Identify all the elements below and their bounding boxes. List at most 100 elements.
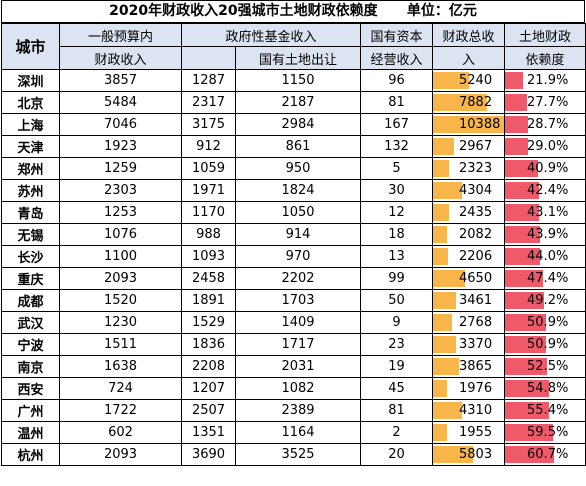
total-value: 3461 (459, 293, 493, 308)
total-value: 2206 (459, 249, 493, 264)
total-bar (433, 204, 450, 221)
cell-land-sale: 1409 (234, 311, 362, 334)
cell-gov-fund: 1059 (181, 157, 236, 180)
cell-gov-fund: 1170 (181, 201, 236, 224)
cell-gov-fund: 1207 (181, 377, 236, 400)
cell-dependency: 42.4% (504, 179, 586, 202)
cell-dependency: 49.2% (504, 289, 586, 312)
cell-total: 2323 (432, 157, 506, 180)
cell-city: 北京 (1, 91, 60, 114)
cell-soe: 81 (360, 91, 434, 114)
cell-general-budget: 1259 (59, 157, 182, 180)
table-row: 青岛 1253 1170 1050 12 2435 43.1% (1, 201, 586, 224)
dependency-bar (505, 314, 546, 331)
dependency-value: 55.4% (527, 403, 569, 418)
cell-land-sale: 2389 (234, 399, 362, 422)
total-value: 5803 (459, 447, 493, 462)
cell-soe: 2 (360, 421, 434, 444)
cell-gov-fund: 1836 (181, 333, 236, 356)
cell-dependency: 52.5% (504, 355, 586, 378)
dependency-bar (505, 248, 541, 265)
cell-city: 西安 (1, 377, 60, 400)
header-dependency-line1: 土地财政 (504, 23, 586, 47)
dependency-value: 59.5% (527, 425, 569, 440)
total-bar (433, 402, 463, 419)
header-land-sale: 国有土地出让 (234, 46, 362, 70)
cell-total: 4304 (432, 179, 506, 202)
cell-soe: 13 (360, 245, 434, 268)
cell-general-budget: 1100 (59, 245, 182, 268)
sheet-title: 2020年财政收入20强城市土地财政依赖度 单位：亿元 (1, 0, 585, 23)
cell-general-budget: 602 (59, 421, 182, 444)
cell-general-budget: 2093 (59, 443, 182, 466)
total-bar (433, 314, 453, 331)
cell-land-sale: 3525 (234, 443, 362, 466)
header-gov-fund-blank (181, 46, 236, 70)
total-value: 4304 (459, 183, 493, 198)
dependency-bar (505, 226, 541, 243)
cell-city: 苏州 (1, 179, 60, 202)
total-value: 2082 (459, 227, 493, 242)
total-value: 10388 (459, 117, 501, 132)
table-row: 重庆 2093 2458 2202 99 4650 47.4% (1, 267, 586, 290)
cell-city: 无锡 (1, 223, 60, 246)
cell-gov-fund: 3175 (181, 113, 236, 136)
total-value: 1976 (459, 381, 493, 396)
cell-dependency: 28.7% (504, 113, 586, 136)
cell-soe: 5 (360, 157, 434, 180)
cell-soe: 99 (360, 267, 434, 290)
total-bar (433, 380, 447, 397)
cell-general-budget: 2303 (59, 179, 182, 202)
header-city: 城市 (1, 23, 60, 70)
cell-city: 青岛 (1, 201, 60, 224)
cell-general-budget: 3857 (59, 69, 182, 92)
table-row: 杭州 2093 3690 3525 20 5803 60.7% (1, 443, 586, 466)
dependency-value: 29.0% (527, 139, 569, 154)
cell-gov-fund: 1287 (181, 69, 236, 92)
cell-dependency: 21.9% (504, 69, 586, 92)
table-row: 西安 724 1207 1082 45 1976 54.8% (1, 377, 586, 400)
dependency-bar (505, 336, 546, 353)
cell-soe: 12 (360, 201, 434, 224)
cell-soe: 50 (360, 289, 434, 312)
cell-dependency: 40.9% (504, 157, 586, 180)
cell-city: 温州 (1, 421, 60, 444)
table-row: 上海 7046 3175 2984 167 10388 28.7% (1, 113, 586, 136)
dependency-bar (505, 292, 545, 309)
cell-total: 4650 (432, 267, 506, 290)
total-value: 5240 (459, 73, 493, 88)
cell-soe: 20 (360, 443, 434, 466)
cell-general-budget: 1722 (59, 399, 182, 422)
total-bar (433, 138, 454, 155)
cell-land-sale: 1164 (234, 421, 362, 444)
table-row: 宁波 1511 1836 1717 23 3370 50.9% (1, 333, 586, 356)
total-value: 2768 (459, 315, 493, 330)
cell-land-sale: 2031 (234, 355, 362, 378)
cell-dependency: 29.0% (504, 135, 586, 158)
cell-soe: 30 (360, 179, 434, 202)
cell-gov-fund: 2507 (181, 399, 236, 422)
table-row: 南京 1638 2208 2031 19 3865 52.5% (1, 355, 586, 378)
cell-city: 上海 (1, 113, 60, 136)
cell-city: 武汉 (1, 311, 60, 334)
dependency-value: 27.7% (527, 95, 569, 110)
cell-dependency: 50.9% (504, 311, 586, 334)
cell-dependency: 55.4% (504, 399, 586, 422)
cell-total: 4310 (432, 399, 506, 422)
cell-general-budget: 1923 (59, 135, 182, 158)
cell-general-budget: 1638 (59, 355, 182, 378)
total-bar (433, 270, 465, 287)
dependency-bar (505, 72, 523, 89)
table-row: 苏州 2303 1971 1824 30 4304 42.4% (1, 179, 586, 202)
cell-land-sale: 1082 (234, 377, 362, 400)
table-row: 无锡 1076 988 914 18 2082 43.9% (1, 223, 586, 246)
dependency-value: 42.4% (527, 183, 569, 198)
cell-total: 5240 (432, 69, 506, 92)
cell-soe: 81 (360, 399, 434, 422)
cell-land-sale: 970 (234, 245, 362, 268)
table-row: 武汉 1230 1529 1409 9 2768 50.9% (1, 311, 586, 334)
cell-city: 广州 (1, 399, 60, 422)
total-value: 4310 (459, 403, 493, 418)
cell-soe: 45 (360, 377, 434, 400)
cell-land-sale: 2984 (234, 113, 362, 136)
